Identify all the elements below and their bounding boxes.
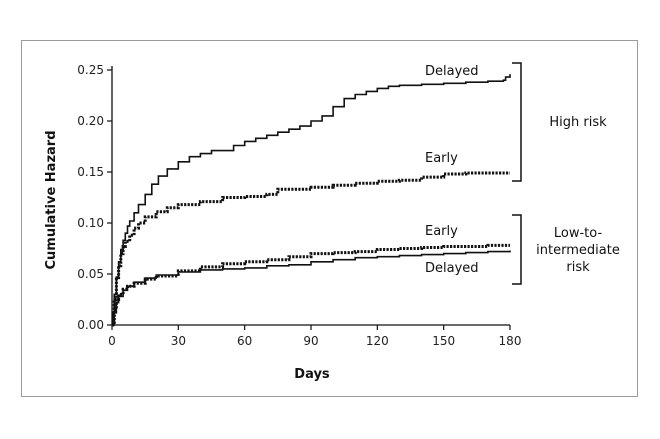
x-tick-label: 60 [237, 334, 252, 348]
low-risk-label-line2: intermediate [536, 243, 620, 258]
figure-frame [21, 40, 638, 397]
x-tick-label: 120 [366, 334, 389, 348]
series-label-high-delayed: Delayed [425, 64, 479, 79]
series-line-high-delayed [112, 74, 511, 326]
low-risk-label-line3: risk [566, 260, 590, 275]
series-line-low-delayed [112, 250, 511, 326]
x-axis-title: Days [294, 367, 330, 382]
x-tick-label: 30 [171, 334, 186, 348]
series-label-low-early: Early [425, 224, 458, 239]
x-tick-label: 90 [303, 334, 318, 348]
low-risk-bracket [512, 214, 522, 285]
y-tick-label: 0.00 [77, 318, 104, 332]
ticks: 0 30 60 90 120 150 180 0.00 0.05 0.10 0.15 0.20 0.25 [77, 63, 521, 348]
y-tick-label: 0.20 [77, 114, 104, 128]
y-tick-label: 0.10 [77, 216, 104, 230]
y-tick-label: 0.15 [77, 165, 104, 179]
series-label-low-delayed: Delayed [425, 261, 479, 276]
y-axis-title: Cumulative Hazard [44, 130, 59, 269]
axes [111, 66, 510, 326]
series-line-low-early [112, 243, 510, 327]
high-risk-bracket [512, 62, 522, 182]
series-line-high-early [112, 171, 510, 327]
series-layer [112, 74, 511, 327]
x-tick-label: 180 [499, 334, 522, 348]
x-tick-label: 150 [432, 334, 455, 348]
x-tick-label: 0 [108, 334, 116, 348]
high-risk-label: High risk [549, 115, 607, 130]
series-label-high-early: Early [425, 151, 458, 166]
low-risk-label-line1: Low-to- [554, 226, 603, 241]
y-tick-label: 0.05 [77, 267, 104, 281]
y-tick-label: 0.25 [77, 63, 104, 77]
